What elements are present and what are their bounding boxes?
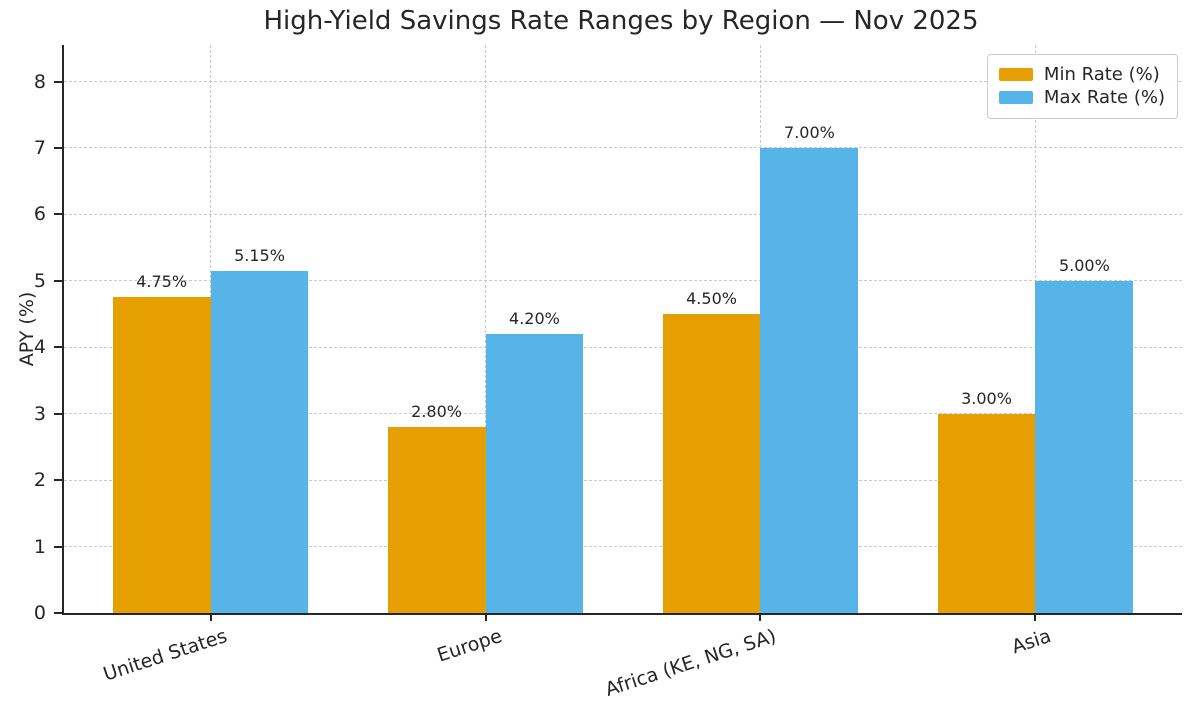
y-tick-label: 2 (33, 469, 46, 492)
h-gridline (64, 346, 1182, 348)
legend-label-max-rate: Max Rate (%) (1043, 87, 1165, 108)
plot-area: 4.75% 2.80% 4.50% 3.00% 5.15% 4.20% 7.00% 5.00%… (34, 45, 1182, 701)
min-rate-bar (387, 426, 486, 613)
legend-swatch-min-rate-icon (998, 68, 1033, 81)
h-gridline (64, 147, 1182, 149)
legend-item-min-rate: Min Rate (%) (998, 64, 1165, 85)
y-tick-mark (54, 279, 62, 282)
y-tick-mark (54, 80, 62, 83)
bar-value-label: 4.50% (686, 289, 737, 309)
y-tick-label: 1 (33, 535, 46, 558)
h-gridline (64, 280, 1182, 282)
y-tick-label: 5 (33, 269, 46, 292)
x-tick-label: Europe (433, 625, 505, 667)
y-tick-label: 8 (33, 70, 46, 93)
max-rate-bar (485, 333, 584, 613)
h-gridline (64, 479, 1182, 481)
bar-value-label: 7.00% (784, 122, 835, 142)
legend-item-max-rate: Max Rate (%) (998, 87, 1165, 108)
x-tick-mark (1034, 615, 1037, 621)
bar-value-label: 3.00% (961, 388, 1012, 408)
y-tick-mark (54, 412, 62, 415)
bar-value-label: 2.80% (411, 401, 462, 421)
x-tick-label: Africa (KE, NG, SA) (603, 625, 780, 701)
y-tick-mark (54, 612, 62, 614)
y-tick-label: 7 (33, 136, 46, 159)
min-rate-bar (662, 314, 761, 613)
x-tick-label: Asia (1009, 625, 1055, 659)
x-tick-mark (484, 615, 487, 621)
max-rate-bar (760, 147, 859, 613)
min-rate-bar (937, 413, 1036, 613)
y-tick-mark (54, 479, 62, 482)
y-tick-mark (54, 545, 62, 548)
y-tick-label: 6 (33, 203, 46, 226)
x-tick-label: United States (100, 625, 230, 686)
bar-value-label: 5.15% (234, 245, 285, 265)
h-gridline (64, 81, 1182, 83)
y-tick-mark (54, 146, 62, 149)
legend-label-min-rate: Min Rate (%) (1043, 64, 1160, 85)
y-tick-mark (54, 346, 62, 349)
min-rate-bar (112, 297, 211, 613)
y-tick-label: 3 (33, 402, 46, 425)
v-gridline (485, 45, 487, 613)
chart-title: High-Yield Savings Rate Ranges by Region… (263, 6, 979, 36)
bar-value-label: 5.00% (1058, 255, 1110, 275)
h-gridline (64, 413, 1182, 415)
x-tick-mark (209, 615, 212, 621)
h-gridline (64, 546, 1182, 548)
legend: Min Rate (%) Max Rate (%) (986, 54, 1178, 119)
bar-value-label: 4.75% (136, 272, 188, 292)
y-tick-label: 4 (33, 336, 46, 359)
h-gridline (64, 213, 1182, 215)
x-tick-mark (759, 615, 762, 621)
y-tick-mark (54, 213, 62, 216)
max-rate-bar (210, 270, 309, 613)
max-rate-bar (1035, 280, 1134, 613)
y-tick-label: 0 (33, 602, 46, 624)
bar-value-label: 4.20% (509, 308, 560, 328)
legend-swatch-max-rate-icon (998, 91, 1033, 104)
